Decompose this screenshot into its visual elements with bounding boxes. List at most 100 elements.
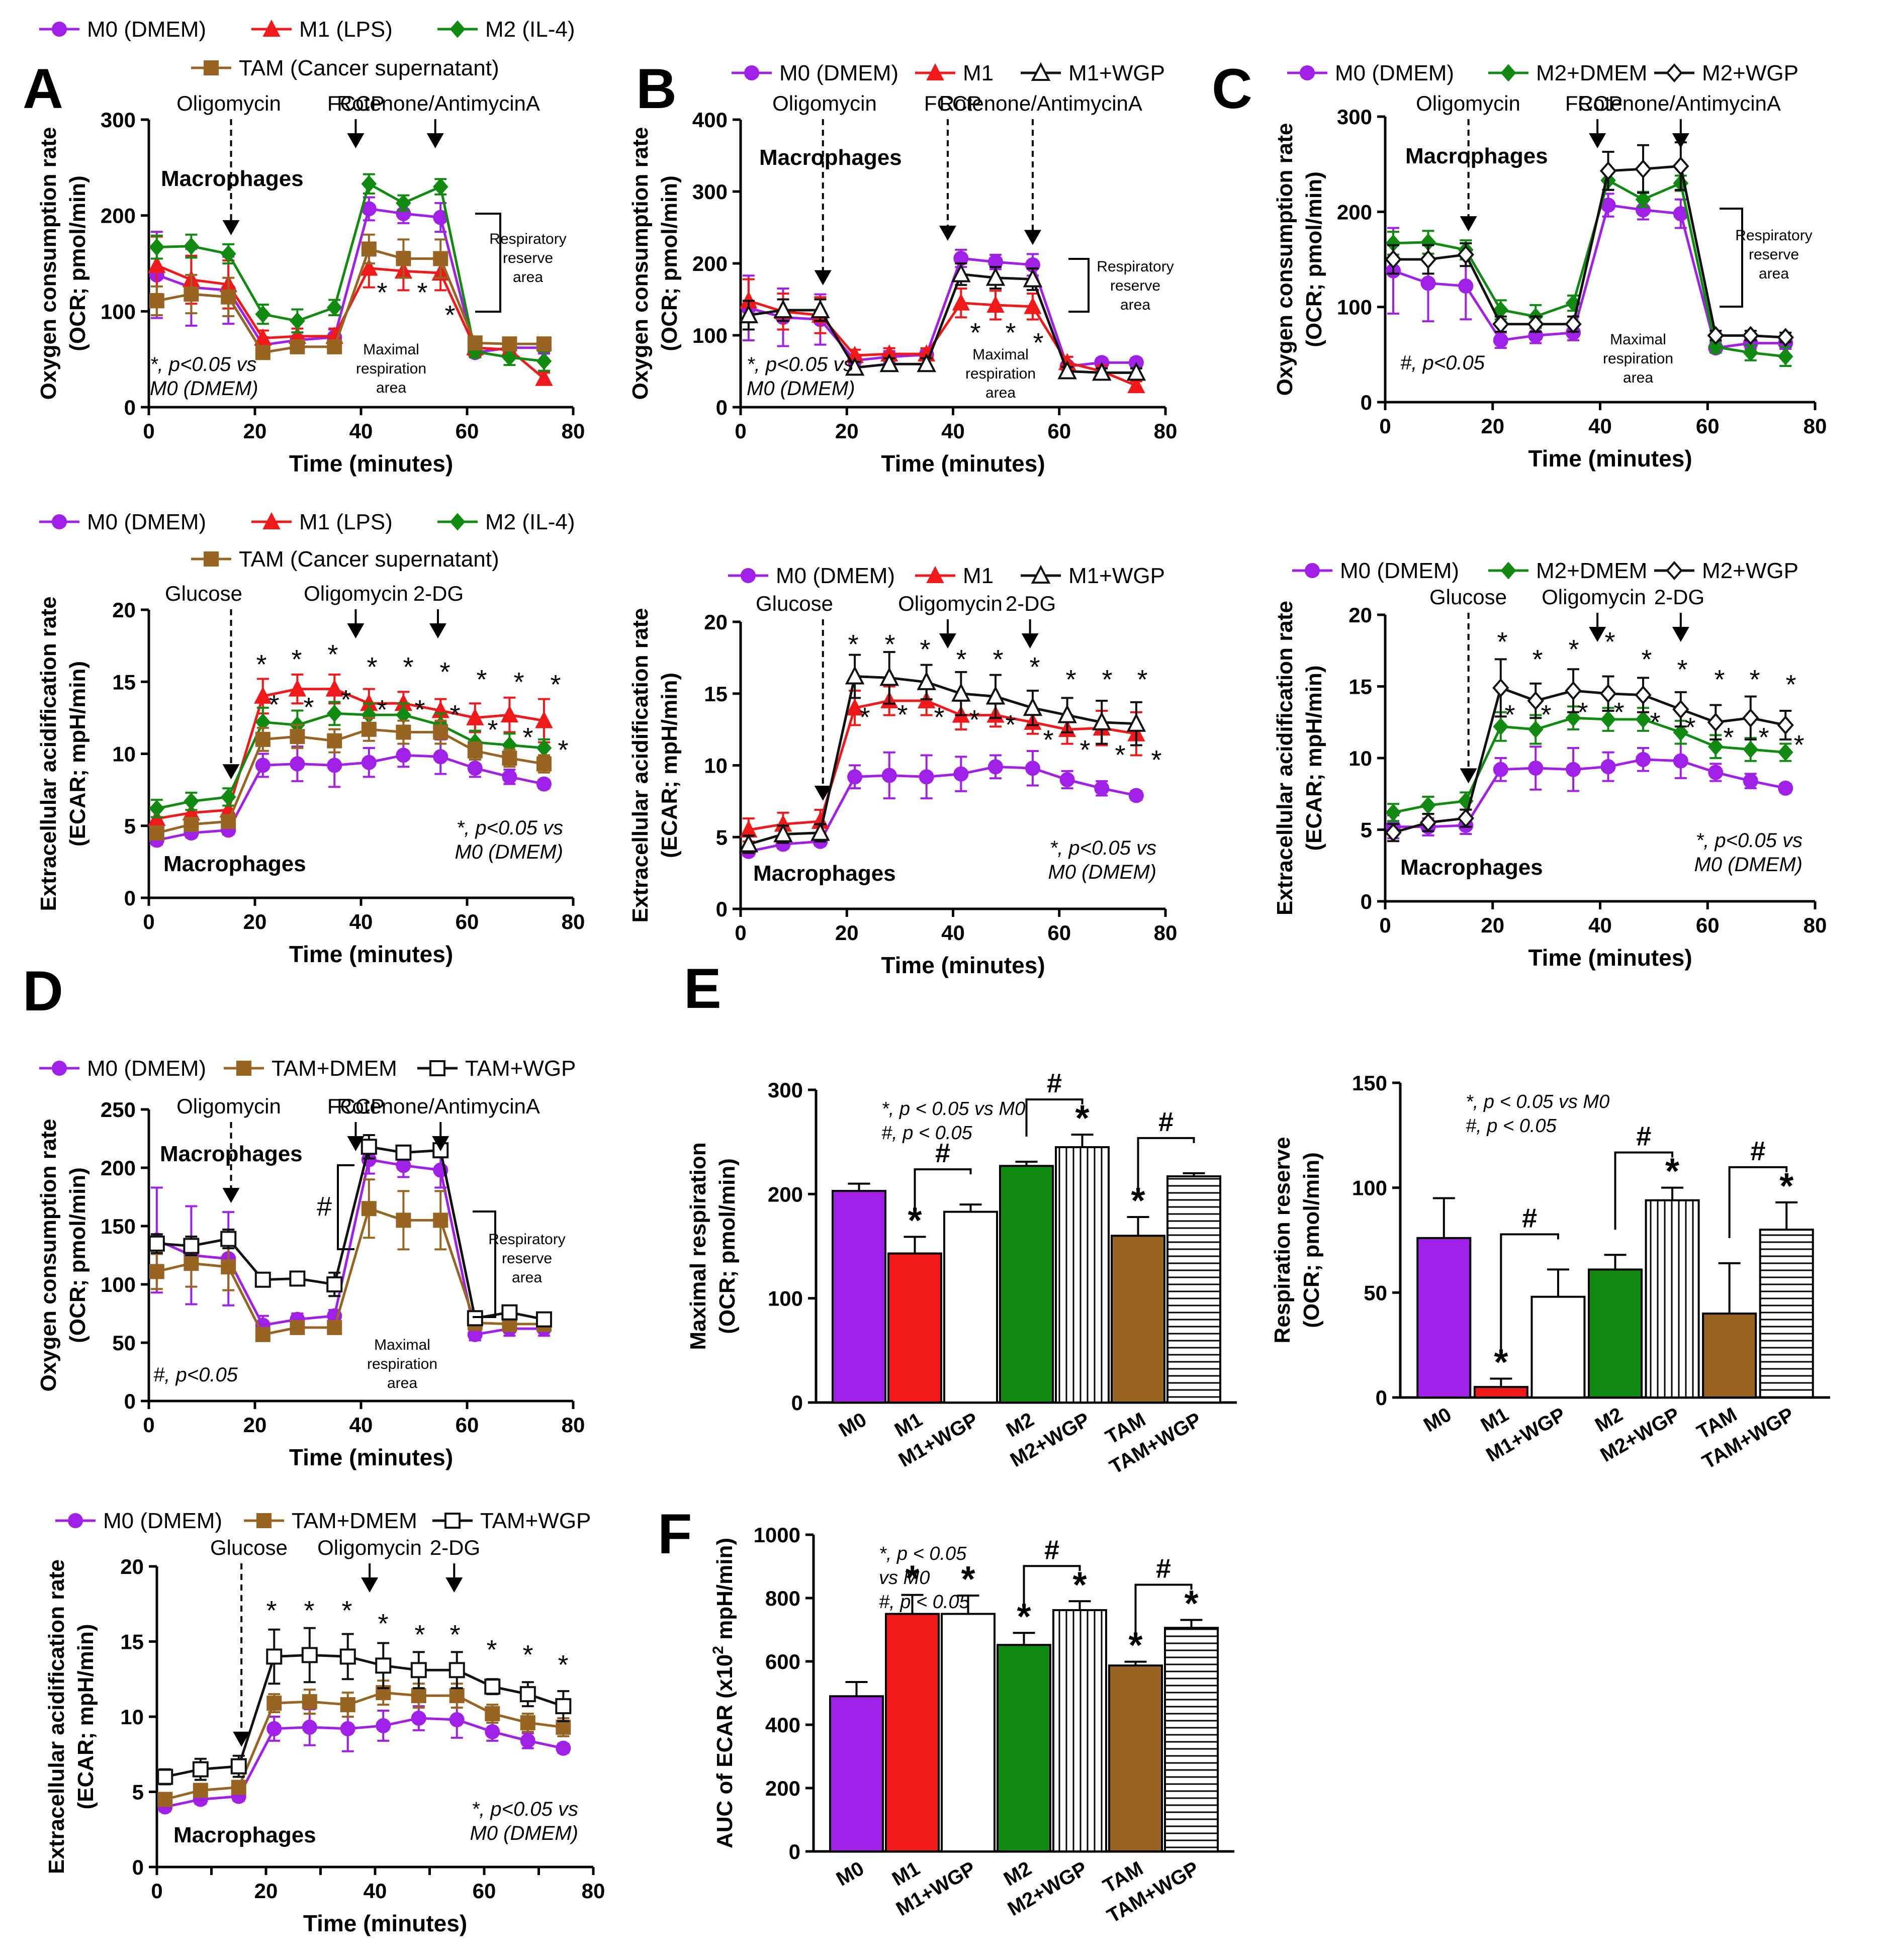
data-point — [1024, 297, 1042, 314]
bar-group: * — [1759, 1166, 1814, 1398]
y-tick-label: 0 — [716, 897, 728, 921]
y-tick-label: 10 — [704, 754, 728, 778]
legend-label: M0 (DMEM) — [87, 510, 206, 534]
data-point — [327, 758, 342, 773]
y-axis-title-units: (OCR; pmol/min) — [1299, 1152, 1324, 1328]
data-point — [845, 666, 865, 685]
data-point — [556, 1740, 571, 1756]
data-point — [266, 1721, 282, 1736]
significance-mark: * — [1650, 707, 1660, 737]
significance-mark: * — [340, 685, 351, 715]
series-line — [1393, 686, 1786, 834]
injection-label: 2-DG — [430, 1536, 480, 1559]
data-point — [485, 1706, 500, 1722]
significance-mark: * — [486, 1635, 497, 1665]
x-tick-label: 40 — [1588, 913, 1612, 937]
legend-item: TAM (Cancer supernatant) — [191, 547, 499, 572]
legend-marker — [204, 60, 219, 75]
significance-mark: * — [1005, 318, 1016, 348]
data-point — [1673, 753, 1688, 769]
significance-mark: * — [377, 695, 387, 725]
data-point — [1743, 773, 1758, 789]
panel-letter-E: E — [684, 957, 722, 1020]
data-point — [536, 336, 552, 352]
data-point — [255, 731, 271, 747]
legend-label: M0 (DMEM) — [776, 564, 895, 588]
injection-arrow-head — [939, 633, 956, 648]
panel-letter-D: D — [23, 960, 63, 1022]
bar — [832, 1190, 886, 1404]
injection-arrow-head — [426, 133, 444, 148]
legend-label: M0 (DMEM) — [87, 1056, 206, 1081]
legend-label: M1 (LPS) — [299, 510, 393, 534]
data-point — [1565, 681, 1582, 701]
injection-arrow-head — [222, 220, 240, 235]
series-line — [156, 207, 544, 354]
y-tick-label: 5 — [1361, 818, 1372, 842]
series — [149, 738, 552, 848]
x-tick-label: 0 — [1379, 414, 1391, 438]
legend-item: M2+WGP — [1654, 558, 1798, 583]
legend-item: M0 (DMEM) — [39, 1056, 206, 1081]
data-point — [396, 194, 411, 212]
legend-item: M0 (DMEM) — [39, 17, 206, 42]
y-axis-title: Extracellular acidification rate — [44, 1559, 69, 1874]
data-point — [502, 751, 517, 766]
data-point — [1672, 156, 1689, 176]
significance-note: #, p<0.05 — [1400, 352, 1485, 374]
legend-marker — [236, 1061, 251, 1076]
significance-mark: * — [303, 692, 314, 722]
bar-group: * — [1108, 1626, 1163, 1852]
data-point — [255, 758, 271, 773]
data-point — [467, 743, 483, 759]
hash-bracket — [337, 1164, 354, 1250]
series — [149, 233, 552, 360]
reserve-bracket — [473, 1210, 496, 1318]
legend-label: M0 (DMEM) — [1335, 61, 1454, 85]
significance-mark: * — [268, 690, 279, 720]
data-point — [1565, 314, 1582, 334]
y-axis-title-units: (OCR; pmol/min) — [65, 175, 90, 351]
x-tick-label: 0 — [151, 1879, 162, 1903]
significance-note: M0 (DMEM) — [1048, 861, 1156, 883]
data-point — [1708, 765, 1724, 780]
data-point — [149, 825, 164, 841]
injection-label: Oligomycin — [304, 582, 408, 605]
data-point — [500, 705, 519, 723]
y-tick-label: 15 — [704, 682, 728, 706]
maximal-label: area — [376, 380, 406, 396]
significance-mark: * — [1532, 644, 1543, 675]
x-tick-label: 60 — [456, 419, 479, 443]
data-point — [192, 1761, 209, 1778]
y-tick-label: 0 — [1376, 1386, 1387, 1410]
data-point — [535, 1311, 552, 1328]
chart-D1: 0 50 100 150 200 250 0 20 40 60 80 Time (minutes) Ox… — [36, 1056, 585, 1470]
data-point — [302, 1719, 317, 1735]
data-point — [1094, 781, 1110, 796]
legend-item: TAM (Cancer supernatant) — [191, 56, 499, 80]
significance-mark: * — [1065, 665, 1076, 695]
significance-mark: * — [1785, 670, 1796, 700]
y-tick-label: 150 — [1352, 1071, 1387, 1095]
y-axis-title-units: (OCR; pmol/min) — [1302, 171, 1326, 347]
cells-label: Macrophages — [163, 852, 306, 876]
bar-group: * — [887, 1200, 942, 1404]
legend-item: M2 (IL-4) — [437, 17, 575, 42]
data-point — [396, 251, 411, 266]
data-point — [395, 1144, 412, 1161]
y-tick-label: 15 — [1348, 675, 1372, 699]
significance-mark: * — [414, 695, 425, 725]
significance-mark: * — [414, 1620, 425, 1650]
data-point — [327, 339, 342, 354]
injection-arrow-head — [445, 1577, 463, 1593]
significance-mark: * — [1541, 700, 1551, 730]
legend-item: M0 (DMEM) — [39, 510, 206, 534]
data-point — [266, 1696, 282, 1711]
data-point — [1707, 737, 1724, 756]
x-tick-label: 40 — [349, 910, 373, 934]
data-point — [157, 1768, 173, 1785]
data-point — [230, 1758, 247, 1775]
x-tick-label: 20 — [1481, 913, 1504, 937]
significance-note: *, p<0.05 vs — [1050, 837, 1156, 859]
data-point — [520, 1715, 535, 1730]
